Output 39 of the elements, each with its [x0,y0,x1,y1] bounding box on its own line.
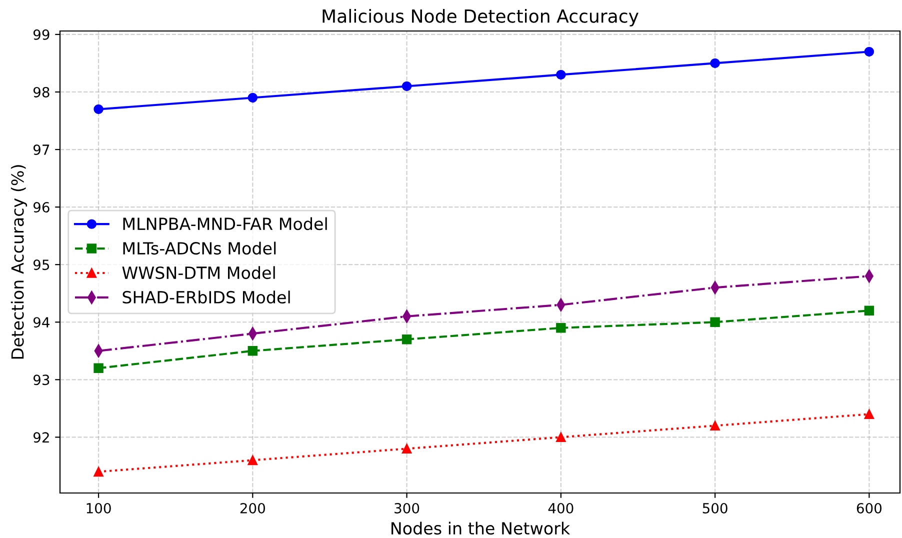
point [556,323,566,333]
x-tick-label: 400 [548,502,574,514]
y-tick-label: 96 [33,202,50,213]
point [864,409,874,420]
point [94,104,104,114]
point [94,363,104,374]
y-tick-label: 98 [33,86,50,98]
legend-label: SHAD-ERbIDS Model [122,290,290,304]
legend-label: MLTs-ADCNs Model [123,242,276,255]
x-tick-label: 500 [702,502,728,514]
point [710,317,720,327]
x-tick-label: 200 [240,502,265,514]
point [248,455,258,466]
y-tick-label: 94 [33,317,50,328]
point [556,432,566,442]
legend-label: WWSN-DTM Model [122,266,275,280]
legend-label: MLNPBA-MND-FAR Model [123,217,327,230]
y-tick-label: 99 [33,29,50,40]
x-axis-title: Nodes in the Network [392,522,570,535]
point [710,420,720,431]
point [248,92,258,103]
y-tick-label: 97 [33,144,50,155]
point [248,346,258,356]
y-tick-label: 92 [33,432,49,443]
point [710,58,720,68]
chart-title: Malicious Node Detection Accuracy [322,8,638,26]
y-axis-title: Detection Accuracy (%) [10,165,28,359]
y-tick-label: 95 [33,260,50,270]
point [864,306,874,316]
point [94,466,104,477]
x-tick-label: 300 [394,502,420,514]
point [556,70,566,80]
y-tick-label: 93 [33,374,50,386]
point [402,81,412,92]
point [864,46,874,57]
point [402,444,412,454]
point [402,334,412,344]
x-tick-label: 100 [86,502,111,514]
x-tick-label: 600 [856,502,882,514]
